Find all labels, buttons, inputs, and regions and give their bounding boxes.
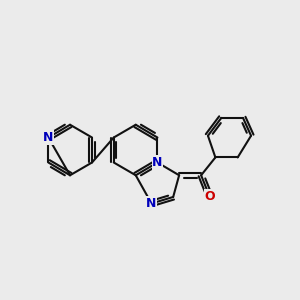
Text: N: N <box>43 131 53 144</box>
Text: N: N <box>146 197 157 210</box>
Text: N: N <box>152 156 163 169</box>
Text: O: O <box>204 190 215 202</box>
